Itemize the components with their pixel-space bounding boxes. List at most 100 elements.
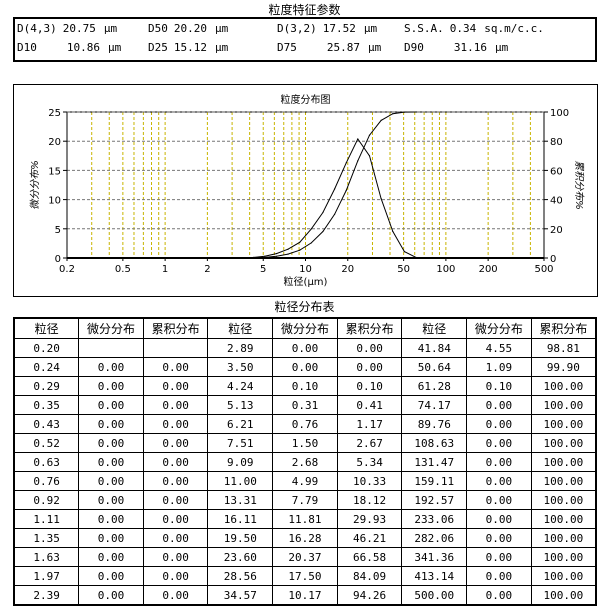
param-value: 20.20 [173, 22, 207, 35]
table-cell: 100.00 [530, 433, 597, 453]
table-cell: 6.21 [207, 414, 274, 434]
table-row: 0.76 0.00 0.00 11.00 4.99 10.33 159.11 0.00 100.… [13, 471, 597, 491]
table-cell: 0.00 [78, 585, 144, 606]
y2-tick-label: 0 [550, 254, 556, 265]
table-cell: 84.09 [336, 566, 403, 586]
y-tick-label: 20 [48, 137, 61, 148]
table-cell: 0.29 [13, 376, 80, 396]
param-d50: D50 20.20 μm [148, 22, 228, 35]
table-cell [78, 338, 144, 358]
table-cell: 11.00 [207, 471, 274, 491]
param-unit: μm [368, 41, 382, 54]
data-point [380, 198, 382, 200]
data-point [252, 257, 254, 259]
param-value: 31.16 [453, 41, 487, 54]
table-cell: 0.00 [142, 509, 209, 529]
x-tick-label: 50 [397, 264, 410, 275]
param-unit: μm [215, 22, 229, 35]
characteristic-params-box: D(4,3) 20.75 μm D50 20.20 μm D(3,2) 17.52 μm S.S.… [13, 17, 597, 62]
table-cell: 28.56 [207, 566, 274, 586]
table-cell: 0.00 [466, 452, 532, 472]
table-cell: 0.76 [272, 414, 338, 434]
table-cell: 100.00 [530, 395, 597, 415]
table-cell: 0.41 [336, 395, 403, 415]
table-cell: 5.13 [207, 395, 274, 415]
table-cell: 0.00 [466, 395, 532, 415]
table-cell: 0.00 [466, 585, 532, 606]
data-point [275, 255, 278, 257]
table-cell: 0.00 [78, 433, 144, 453]
table-cell: 0.00 [142, 547, 209, 567]
data-point [287, 253, 289, 255]
table-cell: 1.17 [336, 414, 403, 434]
table-cell: 1.35 [13, 528, 80, 548]
data-point [299, 249, 301, 251]
table-cell: 46.21 [336, 528, 403, 548]
x-tick-label: 10 [299, 264, 312, 275]
x-tick-label: 1 [162, 264, 168, 275]
y2-tick-label: 40 [550, 196, 563, 207]
param-d10: D10 10.86 μm [17, 41, 121, 54]
table-cell: 7.79 [272, 490, 338, 510]
table-cell: 0.00 [142, 376, 209, 396]
column-header: 粒径 [13, 317, 80, 339]
table-cell: 0.00 [142, 471, 209, 491]
data-point [287, 248, 289, 250]
table-cell: 0.00 [142, 357, 209, 377]
param-value: 0.34 [449, 22, 477, 35]
y-tick-label: 15 [48, 166, 61, 177]
table-cell: 0.00 [466, 433, 532, 453]
table-cell: 0.00 [142, 585, 209, 606]
table-row: 1.97 0.00 0.00 28.56 17.50 84.09 413.14 0.00 100… [13, 566, 597, 586]
table-cell: 0.00 [466, 471, 532, 491]
table-cell: 4.55 [466, 338, 532, 358]
param-d25: D25 15.12 μm [148, 41, 228, 54]
column-header: 累积分布 [142, 317, 209, 339]
table-cell: 74.17 [401, 395, 468, 415]
table-cell: 2.39 [13, 585, 80, 606]
table-cell: 1.97 [13, 566, 80, 586]
table-cell: 0.00 [78, 471, 144, 491]
data-point [403, 111, 405, 113]
table-cell: 50.64 [401, 357, 468, 377]
table-cell: 0.20 [13, 338, 80, 358]
table-cell: 99.90 [530, 357, 597, 377]
param-d75: D75 25.87 μm [277, 41, 381, 54]
data-point [229, 257, 231, 259]
data-point [392, 230, 394, 233]
table-cell: 100.00 [530, 376, 597, 396]
table-cell: 0.63 [13, 452, 80, 472]
y2-tick-label: 20 [550, 225, 563, 236]
table-cell: 11.81 [272, 509, 338, 529]
param-unit: μm [215, 41, 229, 54]
param-value: 20.75 [62, 22, 96, 35]
series-line-differential [229, 138, 417, 259]
table-cell: 61.28 [401, 376, 468, 396]
chart-title: 粒度分布图 [281, 93, 331, 106]
data-point [345, 162, 347, 164]
y-axis-label: 微分分布% [29, 160, 41, 210]
data-point [357, 160, 359, 162]
column-header: 微分分布 [78, 317, 144, 339]
table-cell: 66.58 [336, 547, 403, 567]
table-cell: 341.36 [401, 547, 468, 567]
data-point [310, 242, 312, 244]
table-row: 0.52 0.00 0.00 7.51 1.50 2.67 108.63 0.00 100.00 [13, 433, 597, 453]
table-row: 1.11 0.00 0.00 16.11 11.81 29.93 233.06 0.00 100… [13, 509, 597, 529]
param-label: D(3,2) [277, 22, 317, 35]
table-cell: 100.00 [530, 566, 597, 586]
y2-axis-label: 累积分布% [573, 160, 585, 210]
table-cell: 0.00 [142, 433, 209, 453]
x-tick-label: 500 [534, 264, 553, 275]
column-header: 微分分布 [272, 317, 338, 339]
table-cell: 17.50 [272, 566, 338, 586]
table-cell [142, 338, 209, 358]
table-row: 0.29 0.00 0.00 4.24 0.10 0.10 61.28 0.10 100.00 [13, 376, 597, 396]
data-point [403, 251, 405, 253]
table-cell: 0.92 [13, 490, 80, 510]
param-ssa: S.S.A. 0.34 sq.m/c.c. [404, 22, 544, 35]
column-header: 微分分布 [466, 317, 532, 339]
table-cell: 0.00 [466, 509, 532, 529]
table-cell: 16.11 [207, 509, 274, 529]
